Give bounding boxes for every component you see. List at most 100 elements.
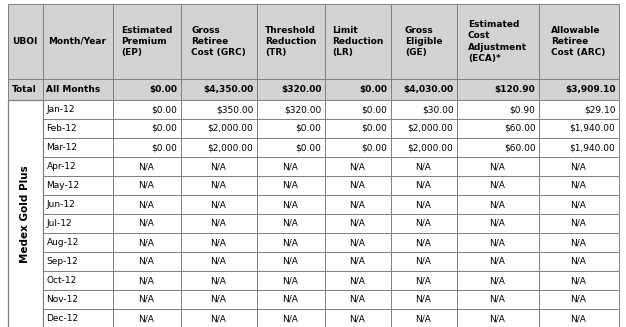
Bar (538, 4, 618, 79)
Text: N/A: N/A (138, 276, 155, 285)
Bar (456, 119, 538, 138)
Bar (113, 100, 180, 119)
Bar (180, 290, 257, 309)
Bar (324, 4, 391, 79)
Bar (43, 4, 113, 79)
Text: N/A: N/A (210, 181, 227, 190)
Bar (8, 100, 43, 119)
Text: N/A: N/A (349, 257, 366, 266)
Text: Nov-12: Nov-12 (46, 295, 78, 304)
Bar (8, 176, 43, 195)
Bar (43, 119, 113, 138)
Bar (113, 157, 180, 176)
Bar (538, 195, 618, 214)
Text: Medex Gold Plus: Medex Gold Plus (20, 165, 30, 263)
Text: N/A: N/A (416, 200, 431, 209)
Text: N/A: N/A (490, 162, 505, 171)
Text: N/A: N/A (349, 314, 366, 323)
Bar (43, 214, 113, 233)
Text: $350.00: $350.00 (216, 105, 254, 114)
Bar (8, 309, 43, 327)
Text: UBOI: UBOI (13, 37, 38, 46)
Bar (180, 100, 257, 119)
Text: $2,000.00: $2,000.00 (208, 143, 254, 152)
Bar (324, 100, 391, 119)
Text: N/A: N/A (570, 295, 587, 304)
Bar (538, 214, 618, 233)
Text: N/A: N/A (570, 200, 587, 209)
Text: N/A: N/A (490, 295, 505, 304)
Text: $0.00: $0.00 (151, 105, 178, 114)
Bar (180, 79, 257, 100)
Bar (456, 195, 538, 214)
Bar (456, 4, 538, 79)
Text: N/A: N/A (282, 257, 299, 266)
Text: N/A: N/A (282, 314, 299, 323)
Text: N/A: N/A (349, 295, 366, 304)
Text: $2,000.00: $2,000.00 (408, 143, 453, 152)
Text: N/A: N/A (416, 181, 431, 190)
Bar (43, 79, 113, 100)
Text: $2,000.00: $2,000.00 (208, 124, 254, 133)
Bar (456, 309, 538, 327)
Text: $0.00: $0.00 (295, 143, 322, 152)
Text: N/A: N/A (570, 219, 587, 228)
Text: $4,030.00: $4,030.00 (403, 85, 453, 94)
Bar (113, 252, 180, 271)
Text: N/A: N/A (416, 295, 431, 304)
Bar (180, 271, 257, 290)
Bar (8, 214, 43, 233)
Text: N/A: N/A (490, 200, 505, 209)
Bar (43, 195, 113, 214)
Bar (43, 157, 113, 176)
Bar (538, 138, 618, 157)
Text: Jul-12: Jul-12 (46, 219, 72, 228)
Bar (257, 176, 324, 195)
Text: N/A: N/A (490, 276, 505, 285)
Text: N/A: N/A (210, 219, 227, 228)
Bar (257, 252, 324, 271)
Text: $0.00: $0.00 (359, 85, 387, 94)
Text: Jun-12: Jun-12 (46, 200, 75, 209)
Text: N/A: N/A (210, 162, 227, 171)
Bar (8, 195, 43, 214)
Text: N/A: N/A (210, 238, 227, 247)
Bar (113, 195, 180, 214)
Bar (113, 4, 180, 79)
Bar (391, 290, 456, 309)
Bar (180, 214, 257, 233)
Text: Threshold
Reduction
(TR): Threshold Reduction (TR) (265, 26, 316, 57)
Bar (180, 138, 257, 157)
Bar (456, 138, 538, 157)
Bar (391, 214, 456, 233)
Bar (180, 233, 257, 252)
Text: Month/Year: Month/Year (48, 37, 106, 46)
Bar (113, 138, 180, 157)
Text: N/A: N/A (138, 295, 155, 304)
Text: $3,909.10: $3,909.10 (565, 85, 615, 94)
Bar (324, 138, 391, 157)
Text: $120.90: $120.90 (495, 85, 535, 94)
Text: N/A: N/A (349, 162, 366, 171)
Bar (324, 195, 391, 214)
Text: N/A: N/A (282, 200, 299, 209)
Text: N/A: N/A (570, 314, 587, 323)
Text: N/A: N/A (416, 276, 431, 285)
Text: N/A: N/A (282, 162, 299, 171)
Bar (257, 233, 324, 252)
Bar (324, 119, 391, 138)
Text: May-12: May-12 (46, 181, 80, 190)
Text: N/A: N/A (490, 238, 505, 247)
Bar (538, 271, 618, 290)
Bar (8, 100, 43, 327)
Text: N/A: N/A (570, 181, 587, 190)
Text: Dec-12: Dec-12 (46, 314, 79, 323)
Text: N/A: N/A (490, 181, 505, 190)
Bar (43, 100, 113, 119)
Text: N/A: N/A (138, 238, 155, 247)
Bar (180, 157, 257, 176)
Text: N/A: N/A (570, 162, 587, 171)
Text: N/A: N/A (210, 314, 227, 323)
Bar (391, 79, 456, 100)
Text: $0.00: $0.00 (362, 124, 387, 133)
